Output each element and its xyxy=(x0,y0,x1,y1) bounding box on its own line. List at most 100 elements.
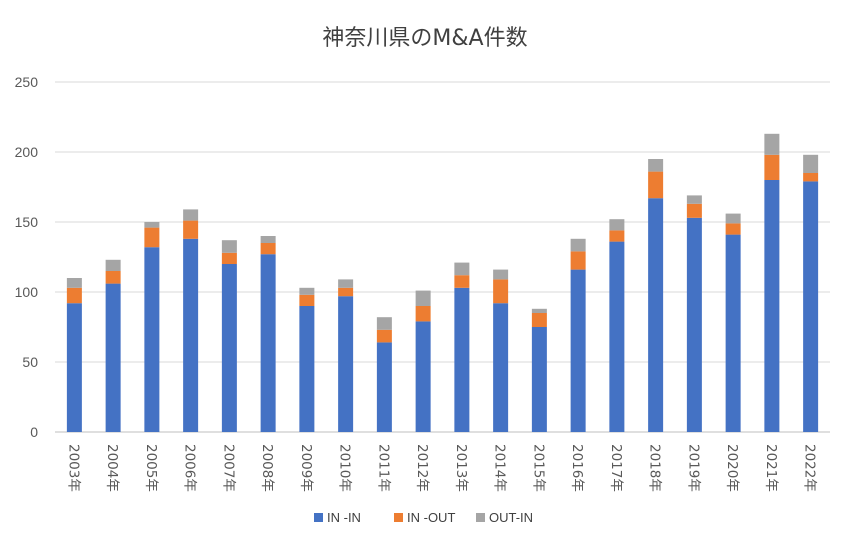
bar-segment-out-in xyxy=(144,222,160,228)
legend: IN -IN IN -OUT OUT-IN xyxy=(314,510,533,525)
bar-segment-in-out xyxy=(493,279,509,304)
y-tick-label: 50 xyxy=(22,354,38,370)
bar-segment-in-out xyxy=(725,223,741,235)
legend-label: IN -IN xyxy=(327,510,361,525)
x-tick-label: 2008年 xyxy=(259,444,275,492)
x-tick-label: 2004年 xyxy=(104,444,120,492)
y-tick-label: 0 xyxy=(30,424,38,440)
bar-segment-in-out xyxy=(803,173,819,182)
bar-segment-in-out xyxy=(338,287,354,297)
bar-segment-out-in xyxy=(803,154,819,173)
bar-segment-in-out xyxy=(183,220,199,239)
bar-segment-out-in xyxy=(260,236,276,243)
x-tick-label: 2016年 xyxy=(569,444,585,492)
bar-segment-out-in xyxy=(570,238,586,252)
bar-segment-in-out xyxy=(221,252,237,264)
y-tick-label: 100 xyxy=(15,284,39,300)
legend-swatch xyxy=(394,513,403,522)
legend-swatch xyxy=(314,513,323,522)
legend-label: IN -OUT xyxy=(407,510,455,525)
bar-segment-out-in xyxy=(221,240,237,253)
x-tick-label: 2012年 xyxy=(414,444,430,492)
bar-segment-out-in xyxy=(376,317,392,330)
x-tick-label: 2019年 xyxy=(685,444,701,492)
bar-segment-in-in xyxy=(221,264,237,432)
bar-segment-in-in xyxy=(454,287,470,432)
bar-segment-in-in xyxy=(183,238,199,432)
bar-segment-in-out xyxy=(260,243,276,255)
x-tick-label: 2021年 xyxy=(763,444,779,492)
bar-segment-out-in xyxy=(764,133,780,155)
chart-title: 神奈川県のM&A件数 xyxy=(322,26,527,51)
x-tick-label: 2009年 xyxy=(298,444,314,492)
bar-segment-in-out xyxy=(648,171,664,199)
bar-segment-in-out xyxy=(686,203,702,218)
y-tick-label: 200 xyxy=(15,144,39,160)
bar-segment-in-in xyxy=(531,327,547,432)
x-tick-label: 2022年 xyxy=(802,444,818,492)
bar-segment-in-in xyxy=(725,234,741,432)
bar-segment-in-in xyxy=(260,254,276,432)
bar-segment-out-in xyxy=(105,259,121,271)
bar-segment-in-in xyxy=(144,247,160,432)
bar-segment-in-out xyxy=(454,275,470,288)
bar-segment-in-out xyxy=(144,227,160,248)
x-tick-label: 2017年 xyxy=(608,444,624,492)
bar-segment-out-in xyxy=(66,278,82,288)
bar-segment-in-in xyxy=(493,303,509,432)
y-axis-ticks: 0 50 100 150 200 250 xyxy=(15,74,39,440)
bar-segment-out-in xyxy=(299,287,315,295)
x-tick-label: 2010年 xyxy=(337,444,353,492)
bar-segment-in-in xyxy=(376,342,392,432)
bar-segment-in-out xyxy=(609,230,625,242)
bar-segment-out-in xyxy=(454,262,470,276)
bar-segment-in-in xyxy=(66,303,82,432)
bar-segment-in-in xyxy=(415,321,431,432)
bar-segment-in-out xyxy=(415,306,431,322)
bar-segment-in-out xyxy=(376,329,392,343)
x-tick-label: 2011年 xyxy=(375,444,391,492)
y-tick-label: 150 xyxy=(15,214,39,230)
gridlines xyxy=(55,81,830,433)
bar-segment-in-in xyxy=(609,241,625,432)
x-tick-label: 2003年 xyxy=(65,444,81,492)
bar-segment-out-in xyxy=(609,219,625,231)
bar-segment-out-in xyxy=(531,308,547,313)
bar-segment-out-in xyxy=(725,213,741,224)
x-axis-ticks: 2003年 2004年 2005年 2006年 2007年 2008年 2009年 2010年… xyxy=(65,444,817,492)
bar-segment-in-in xyxy=(648,198,664,432)
bar-segment-out-in xyxy=(183,209,199,221)
x-tick-label: 2018年 xyxy=(647,444,663,492)
bar-segment-in-out xyxy=(66,287,82,304)
bar-segment-in-in xyxy=(105,283,121,432)
x-tick-label: 2015年 xyxy=(530,444,546,492)
bar-segment-in-in xyxy=(299,306,315,432)
x-tick-label: 2020年 xyxy=(724,444,740,492)
legend-label: OUT-IN xyxy=(489,510,533,525)
x-tick-label: 2013年 xyxy=(453,444,469,492)
bar-segment-in-in xyxy=(803,181,819,432)
bar-segment-out-in xyxy=(686,195,702,204)
bar-segment-in-in xyxy=(338,296,354,432)
y-tick-label: 250 xyxy=(15,74,39,90)
bar-segment-in-out xyxy=(764,154,780,180)
bar-segment-in-out xyxy=(570,251,586,270)
x-tick-label: 2006年 xyxy=(182,444,198,492)
x-tick-label: 2005年 xyxy=(143,444,159,492)
bar-segment-out-in xyxy=(338,279,354,288)
bar-segment-in-out xyxy=(299,294,315,306)
bar-segment-in-in xyxy=(686,217,702,432)
bar-segment-in-out xyxy=(531,313,547,327)
x-tick-label: 2014年 xyxy=(492,444,508,492)
bar-segment-out-in xyxy=(415,290,431,306)
legend-swatch xyxy=(476,513,485,522)
bar-segment-out-in xyxy=(648,159,664,172)
bar-segment-in-in xyxy=(764,180,780,432)
x-tick-label: 2007年 xyxy=(220,444,236,492)
bar-segment-out-in xyxy=(493,269,509,280)
bar-segment-in-out xyxy=(105,271,121,284)
bar-segment-in-in xyxy=(570,269,586,432)
bars xyxy=(66,133,819,432)
